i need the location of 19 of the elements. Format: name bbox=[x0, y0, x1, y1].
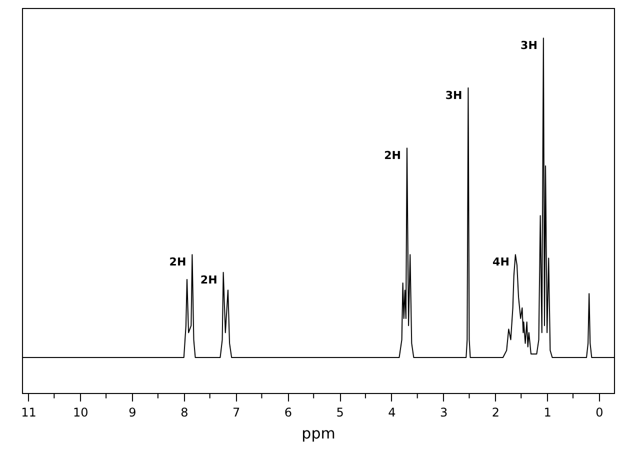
x-tick-label: 3 bbox=[440, 406, 448, 420]
annotation: 3H bbox=[445, 88, 462, 102]
x-tick-label: 1 bbox=[544, 406, 552, 420]
x-tick-label: 8 bbox=[180, 406, 188, 420]
x-tick-label: 5 bbox=[336, 406, 344, 420]
x-tick-label: 10 bbox=[72, 406, 88, 420]
annotation: 2H bbox=[384, 149, 401, 162]
annotation: 2H bbox=[169, 256, 186, 269]
x-axis-title: ppm bbox=[302, 424, 336, 442]
x-tick-label: 9 bbox=[128, 406, 136, 420]
x-tick-label: 4 bbox=[388, 406, 396, 420]
annotation: 2H bbox=[200, 273, 218, 286]
annotation: 4H bbox=[492, 256, 510, 269]
x-tick-label: 0 bbox=[596, 406, 604, 420]
x-tick-label: 11 bbox=[21, 406, 36, 420]
x-tick-label: 2 bbox=[492, 406, 500, 420]
annotation: 3H bbox=[520, 39, 538, 52]
x-tick-label: 7 bbox=[232, 406, 240, 420]
x-tick-label: 6 bbox=[284, 406, 292, 420]
